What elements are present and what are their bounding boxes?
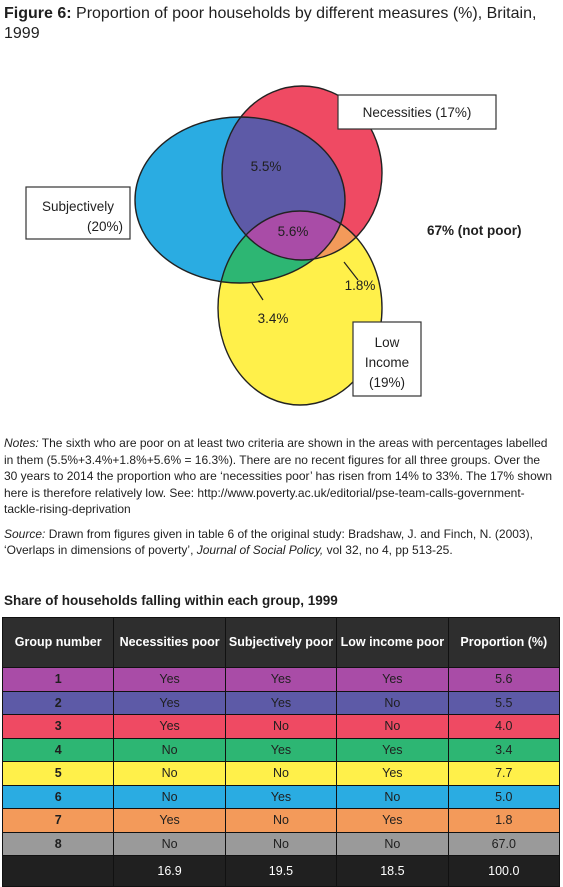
table-cell: Yes bbox=[336, 667, 449, 692]
table-cell: 5.6 bbox=[447, 667, 561, 692]
figure-label: Figure 6: bbox=[4, 5, 72, 22]
table-cell: No bbox=[113, 784, 226, 809]
table-cell: 5.0 bbox=[447, 784, 561, 809]
subjectively-label: Subjectively bbox=[42, 199, 114, 214]
notes-text: The sixth who are poor on at least two c… bbox=[4, 436, 553, 516]
group-number-cell: 7 bbox=[1, 808, 115, 833]
source-journal: Journal of Social Policy, bbox=[196, 543, 324, 557]
table-cell: No bbox=[336, 831, 449, 856]
venn-diagram: Necessities (17%) Subjectively (20%) Low… bbox=[25, 85, 522, 406]
table-cell: 4.0 bbox=[447, 714, 561, 739]
total-low-income: 18.5 bbox=[336, 855, 449, 887]
table-row: 3 Yes No No 4.0 bbox=[1, 714, 561, 739]
table-cell: 3.4 bbox=[447, 737, 561, 762]
table-cell: No bbox=[224, 761, 338, 786]
subj-low-value: 3.4% bbox=[258, 311, 289, 326]
source-text-1: Drawn from figures given in table 6 of t… bbox=[4, 526, 533, 558]
table-cell: Yes bbox=[336, 737, 449, 762]
total-necessities: 16.9 bbox=[113, 855, 226, 887]
table-cell: 5.5 bbox=[447, 690, 561, 715]
table-row: 2 Yes Yes No 5.5 bbox=[1, 690, 561, 715]
table-row: 4 No Yes Yes 3.4 bbox=[1, 737, 561, 762]
header-low-income: Low income poor bbox=[336, 617, 449, 668]
table-cell: Yes bbox=[113, 714, 226, 739]
source-text-2: vol 32, no 4, pp 513-25. bbox=[323, 543, 453, 557]
group-number-cell: 2 bbox=[1, 690, 115, 715]
table-cell: Yes bbox=[336, 808, 449, 833]
table-cell: Yes bbox=[336, 761, 449, 786]
table-cell: No bbox=[113, 831, 226, 856]
table-cell: Yes bbox=[224, 737, 338, 762]
table-row: 6 No Yes No 5.0 bbox=[1, 784, 561, 809]
nec-low-value: 1.8% bbox=[345, 278, 376, 293]
group-number-cell: 8 bbox=[1, 831, 115, 856]
share-table: Group number Necessities poor Subjective… bbox=[1, 617, 561, 887]
low-income-label-2: Income bbox=[365, 355, 409, 370]
figure-title: Figure 6: Proportion of poor households … bbox=[4, 4, 554, 44]
table-row: 7 Yes No Yes 1.8 bbox=[1, 808, 561, 833]
table-cell: No bbox=[224, 831, 338, 856]
group-number-cell: 1 bbox=[1, 667, 115, 692]
table-row: 1 Yes Yes Yes 5.6 bbox=[1, 667, 561, 692]
table-cell: Yes bbox=[113, 808, 226, 833]
table-title: Share of households falling within each … bbox=[4, 593, 338, 608]
necessities-label: Necessities (17%) bbox=[363, 105, 472, 120]
table-cell: Yes bbox=[113, 690, 226, 715]
table-row: 8 No No No 67.0 bbox=[1, 831, 561, 856]
table-cell: No bbox=[113, 737, 226, 762]
table-cell: No bbox=[336, 784, 449, 809]
table-cell: 67.0 bbox=[447, 831, 561, 856]
group-number-cell: 5 bbox=[1, 761, 115, 786]
notes-block: Notes: The sixth who are poor on at leas… bbox=[4, 435, 556, 567]
table-cell: Yes bbox=[224, 690, 338, 715]
table-cell: Yes bbox=[113, 667, 226, 692]
table-row: 5 No No Yes 7.7 bbox=[1, 761, 561, 786]
total-cell bbox=[1, 855, 115, 887]
table-cell: No bbox=[336, 714, 449, 739]
subjectively-value-label: (20%) bbox=[87, 219, 123, 234]
total-subjectively: 19.5 bbox=[224, 855, 338, 887]
low-income-label-3: (19%) bbox=[369, 375, 405, 390]
table-cell: 1.8 bbox=[447, 808, 561, 833]
table-totals-row: 16.9 19.5 18.5 100.0 bbox=[1, 855, 561, 887]
source-paragraph: Source: Drawn from figures given in tabl… bbox=[4, 526, 556, 559]
figure-title-text: Proportion of poor households by differe… bbox=[4, 5, 537, 42]
source-label: Source: bbox=[4, 526, 46, 541]
table-cell: No bbox=[224, 714, 338, 739]
all-three-value: 5.6% bbox=[278, 224, 309, 239]
table-cell: No bbox=[113, 761, 226, 786]
notes-label: Notes: bbox=[4, 436, 39, 450]
notes-paragraph: Notes: The sixth who are poor on at leas… bbox=[4, 435, 556, 518]
subj-nec-value: 5.5% bbox=[251, 159, 282, 174]
group-number-cell: 4 bbox=[1, 737, 115, 762]
table-header-row: Group number Necessities poor Subjective… bbox=[1, 617, 561, 668]
header-group-number: Group number bbox=[1, 617, 115, 668]
not-poor-label: 67% (not poor) bbox=[427, 223, 522, 238]
header-subjectively: Subjectively poor bbox=[224, 617, 338, 668]
table-cell: No bbox=[336, 690, 449, 715]
group-number-cell: 6 bbox=[1, 784, 115, 809]
header-necessities: Necessities poor bbox=[113, 617, 226, 668]
table-cell: Yes bbox=[224, 784, 338, 809]
header-proportion: Proportion (%) bbox=[447, 617, 561, 668]
group-number-cell: 3 bbox=[1, 714, 115, 739]
table-cell: 7.7 bbox=[447, 761, 561, 786]
total-proportion: 100.0 bbox=[447, 855, 561, 887]
table-cell: Yes bbox=[224, 667, 338, 692]
low-income-label-1: Low bbox=[375, 335, 400, 350]
table-cell: No bbox=[224, 808, 338, 833]
